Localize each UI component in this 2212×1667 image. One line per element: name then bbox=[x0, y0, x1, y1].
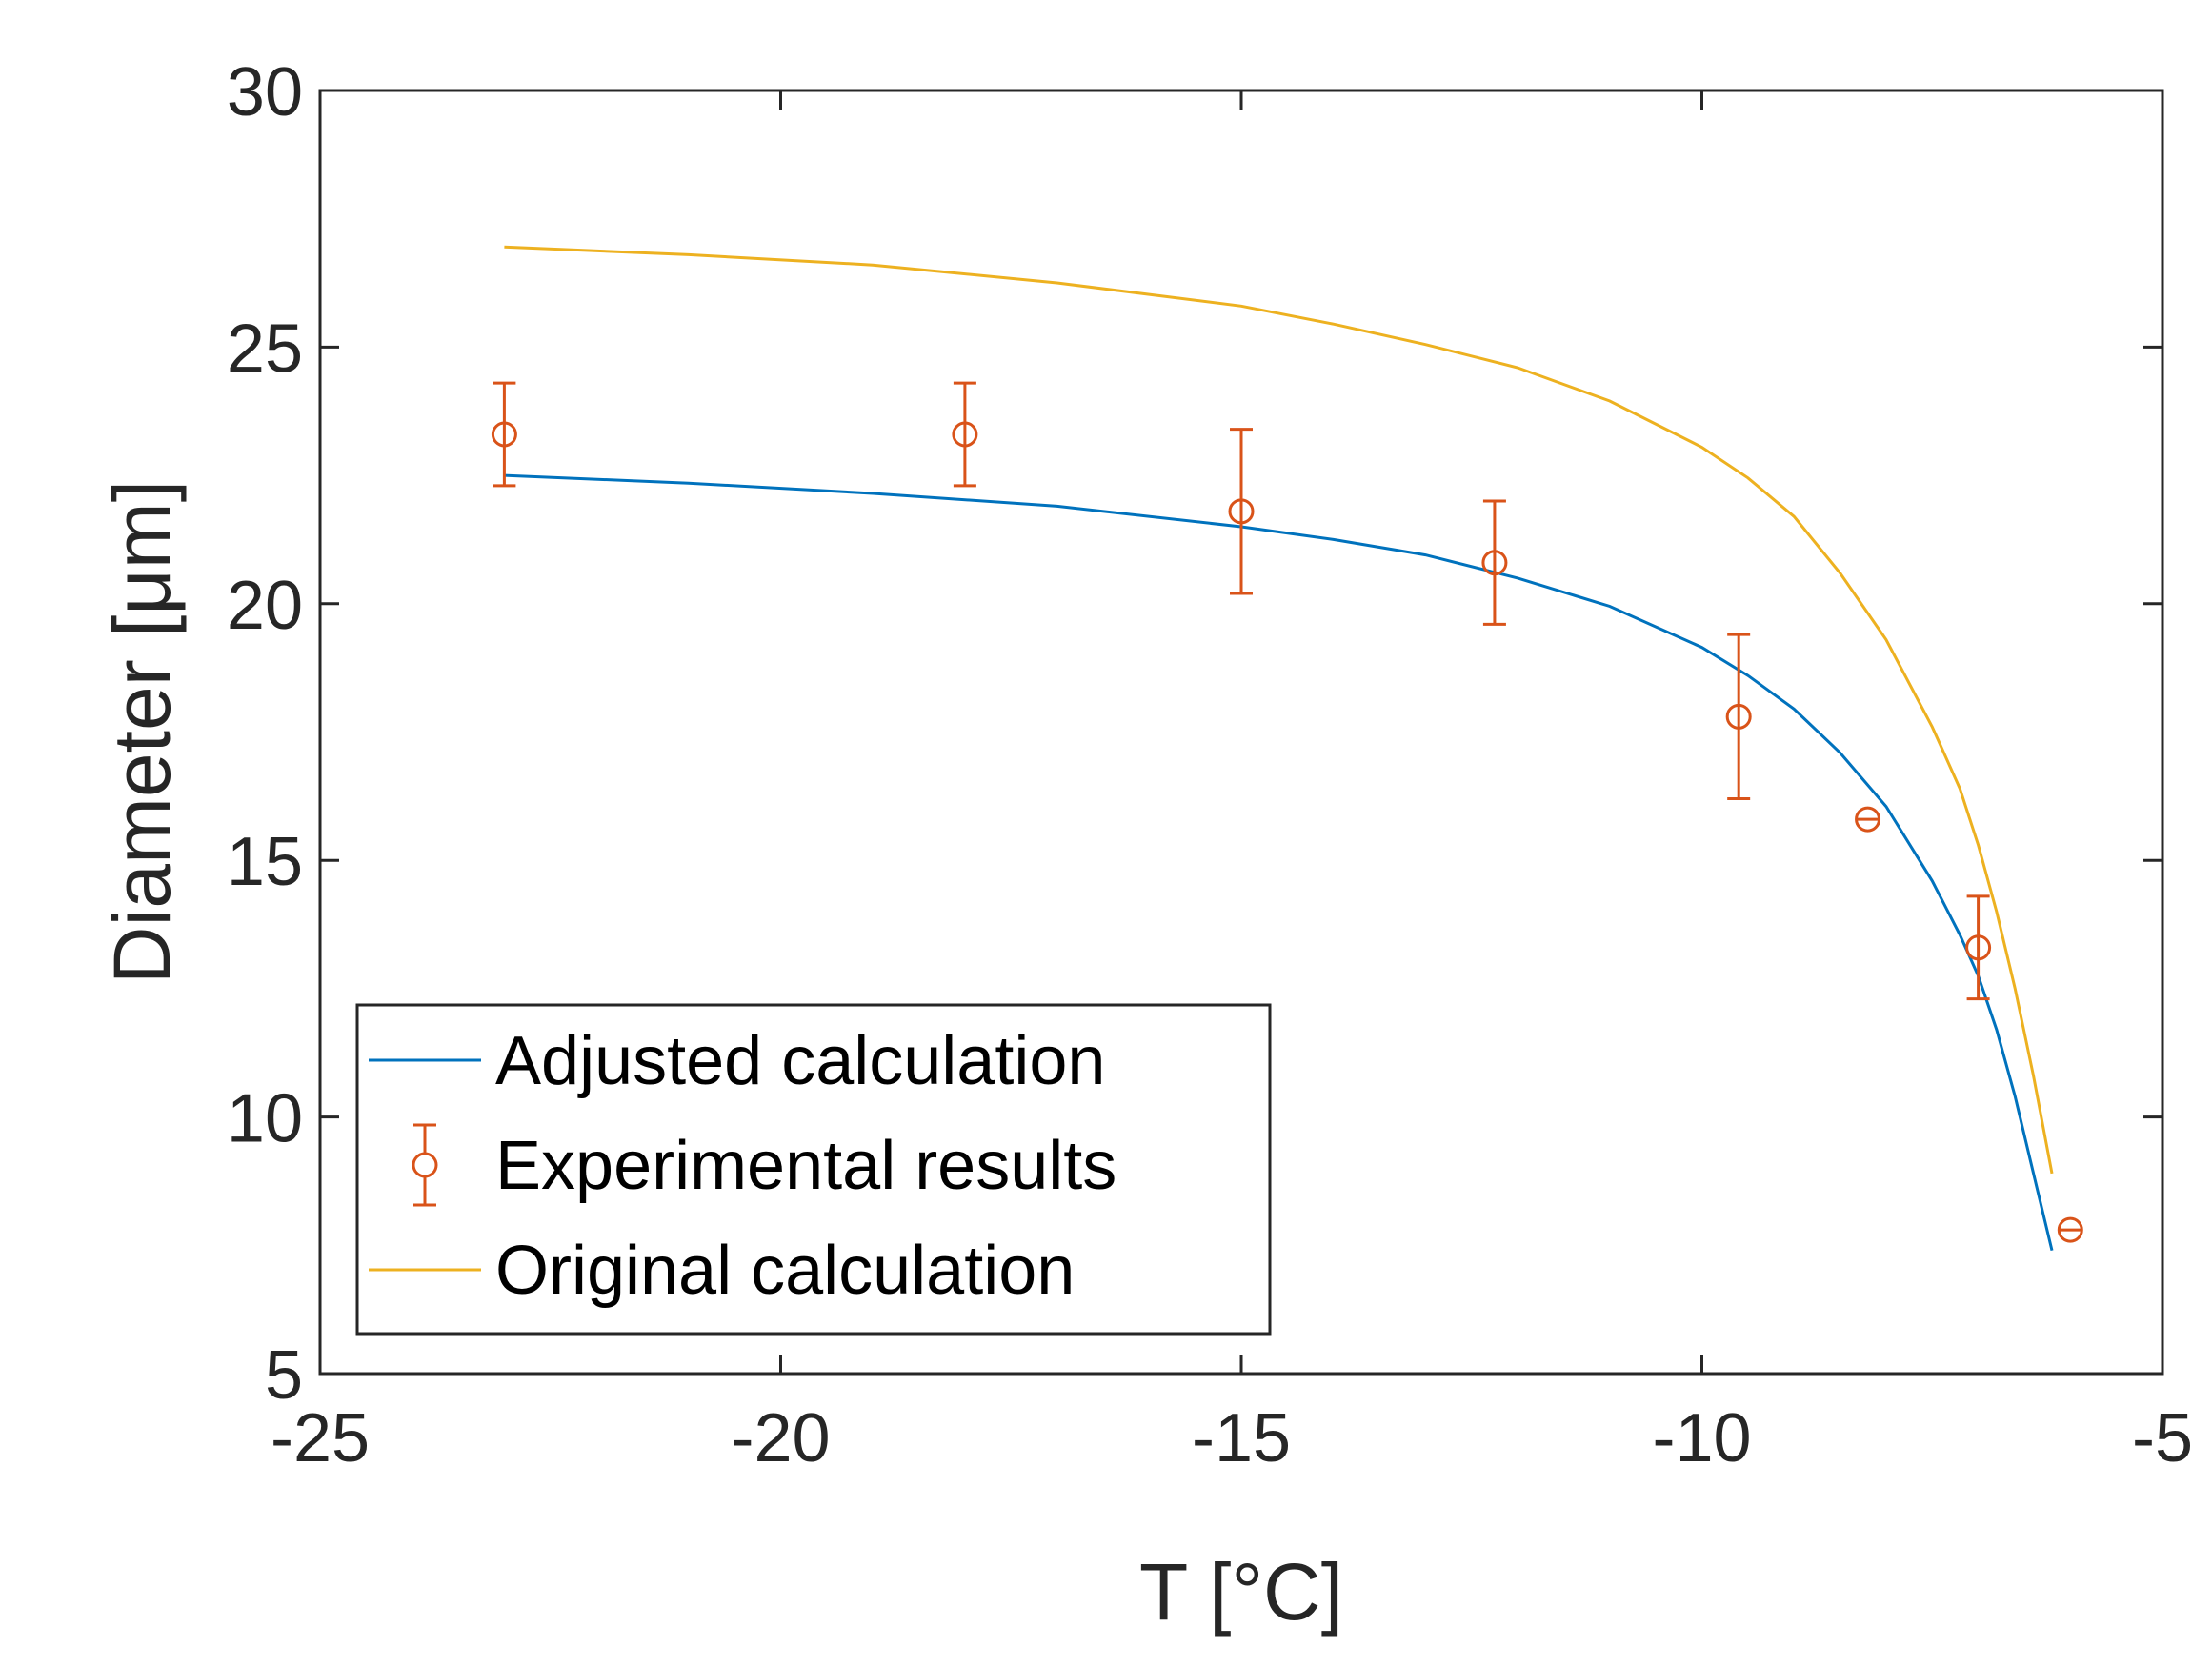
x-tick-label: -15 bbox=[1192, 1400, 1291, 1476]
y-tick-label: 15 bbox=[227, 824, 303, 900]
legend-label: Original calculation bbox=[495, 1233, 1075, 1309]
y-tick-label: 20 bbox=[227, 568, 303, 644]
series-line-adjusted-calculation bbox=[504, 473, 2054, 1252]
x-tick-label: -25 bbox=[271, 1400, 370, 1476]
series-line-original-calculation bbox=[504, 245, 2054, 1175]
y-tick-label: 30 bbox=[227, 54, 303, 131]
x-tick-label: -20 bbox=[731, 1400, 830, 1476]
x-axis-title: T [°C] bbox=[1139, 1547, 1343, 1637]
legend-label: Adjusted calculation bbox=[495, 1023, 1105, 1099]
legend-box bbox=[355, 1003, 1272, 1336]
data-point bbox=[952, 421, 978, 448]
y-tick-label: 10 bbox=[227, 1081, 303, 1157]
data-point bbox=[1855, 806, 1881, 833]
x-tick-label: -5 bbox=[2132, 1400, 2193, 1476]
y-tick-label: 5 bbox=[265, 1337, 303, 1414]
data-point bbox=[2057, 1216, 2083, 1243]
data-point bbox=[1228, 498, 1255, 525]
y-axis-title: Diameter [μm] bbox=[97, 480, 187, 984]
data-point bbox=[1725, 703, 1752, 730]
data-point bbox=[1481, 550, 1508, 576]
x-tick-label: -10 bbox=[1652, 1400, 1751, 1476]
y-tick-label: 25 bbox=[227, 311, 303, 387]
data-point bbox=[1965, 934, 1992, 961]
legend-swatch-marker bbox=[412, 1152, 438, 1178]
legend-label: Experimental results bbox=[495, 1128, 1116, 1204]
data-point bbox=[491, 421, 517, 448]
